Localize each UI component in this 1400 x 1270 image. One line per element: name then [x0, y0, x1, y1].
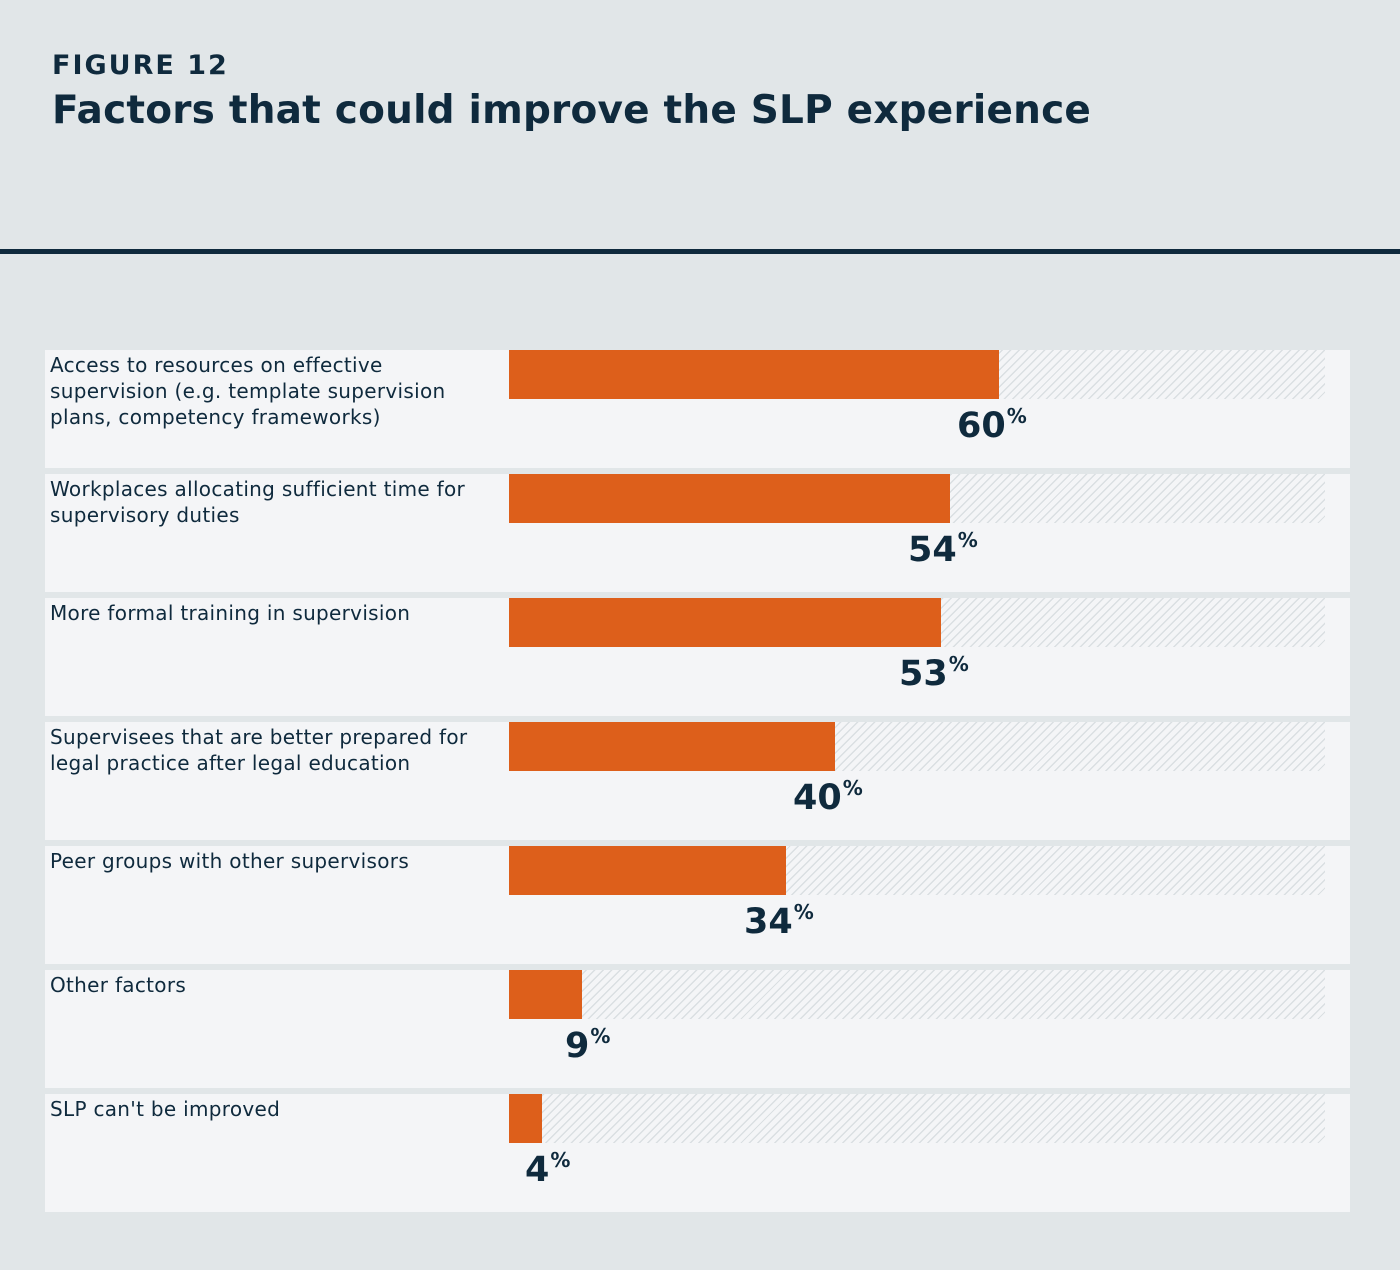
value-label: 54%: [908, 528, 978, 572]
bar-track: [509, 1094, 1325, 1143]
bar-row: Access to resources on effective supervi…: [45, 350, 1350, 468]
value-unit: %: [550, 1148, 571, 1172]
figure-label: FIGURE 12: [52, 50, 229, 81]
value-number: 53: [899, 654, 948, 694]
bar: [509, 350, 999, 399]
chart-title: Factors that could improve the SLP exper…: [52, 88, 1092, 133]
value-number: 54: [908, 530, 957, 570]
bar-track: [509, 970, 1325, 1019]
bar-row: More formal training in supervision 53%: [45, 598, 1350, 716]
bar-row: Other factors 9%: [45, 970, 1350, 1088]
value-number: 60: [957, 406, 1006, 446]
bar: [509, 970, 582, 1019]
bar-row: Workplaces allocating sufficient time fo…: [45, 474, 1350, 592]
category-label: Access to resources on effective supervi…: [50, 353, 446, 429]
category-label: More formal training in supervision: [50, 601, 411, 625]
bar-track: [509, 350, 1325, 399]
header-divider: [0, 249, 1400, 254]
category-label: Supervisees that are better prepared for…: [50, 725, 468, 775]
bar-track: [509, 598, 1325, 647]
value-label: 60%: [957, 404, 1027, 448]
bar: [509, 846, 786, 895]
bar-row: Supervisees that are better prepared for…: [45, 722, 1350, 840]
value-number: 9: [565, 1026, 590, 1066]
category-label: SLP can't be improved: [50, 1097, 281, 1121]
category-label: Other factors: [50, 973, 187, 997]
value-number: 40: [793, 778, 842, 818]
bar: [509, 474, 950, 523]
bar: [509, 722, 835, 771]
bar-row: SLP can't be improved 4%: [45, 1094, 1350, 1212]
value-number: 4: [525, 1150, 550, 1190]
value-label: 40%: [793, 776, 863, 820]
value-unit: %: [793, 900, 814, 924]
value-unit: %: [948, 652, 969, 676]
value-label: 53%: [899, 652, 969, 696]
category-label: Workplaces allocating sufficient time fo…: [50, 477, 466, 527]
value-number: 34: [744, 902, 793, 942]
bar: [509, 1094, 542, 1143]
value-unit: %: [842, 776, 863, 800]
value-unit: %: [957, 528, 978, 552]
bar-track: [509, 846, 1325, 895]
value-unit: %: [590, 1024, 611, 1048]
value-label: 9%: [565, 1024, 610, 1068]
bar-track: [509, 474, 1325, 523]
value-unit: %: [1006, 404, 1027, 428]
bar-track: [509, 722, 1325, 771]
category-label: Peer groups with other supervisors: [50, 849, 410, 873]
bar-row: Peer groups with other supervisors 34%: [45, 846, 1350, 964]
value-label: 34%: [744, 900, 814, 944]
value-label: 4%: [525, 1148, 570, 1192]
bar: [509, 598, 941, 647]
